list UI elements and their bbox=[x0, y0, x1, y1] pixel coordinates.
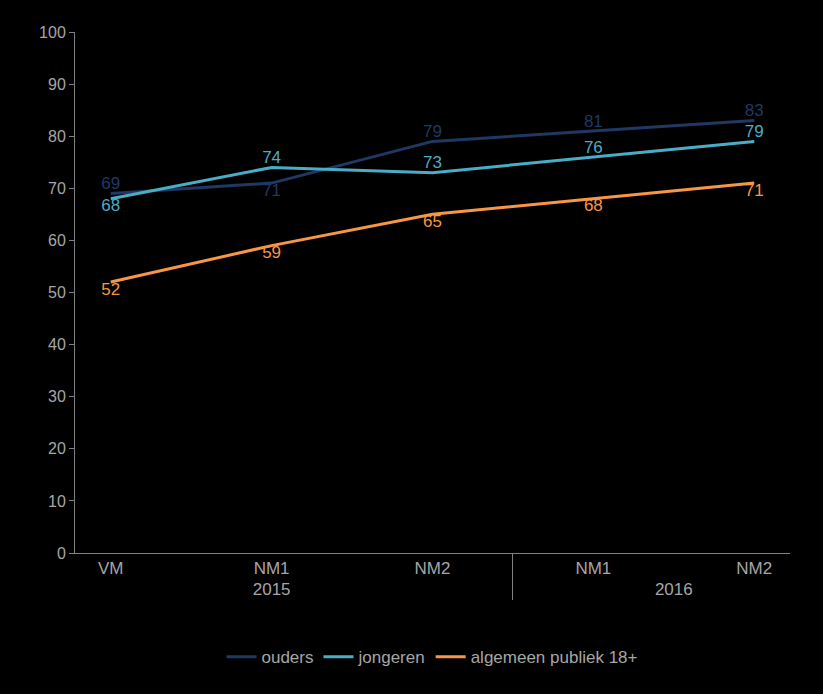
svg-text:65: 65 bbox=[423, 212, 442, 231]
svg-text:2015: 2015 bbox=[253, 580, 291, 599]
svg-text:52: 52 bbox=[101, 280, 120, 299]
svg-text:NM1: NM1 bbox=[575, 559, 611, 578]
svg-text:90: 90 bbox=[48, 76, 66, 93]
svg-text:NM2: NM2 bbox=[415, 559, 451, 578]
svg-text:68: 68 bbox=[584, 196, 603, 215]
svg-text:ouders: ouders bbox=[262, 648, 314, 667]
svg-text:81: 81 bbox=[584, 112, 603, 131]
svg-text:30: 30 bbox=[48, 388, 66, 405]
svg-text:79: 79 bbox=[423, 122, 442, 141]
svg-text:jongeren: jongeren bbox=[357, 648, 424, 667]
svg-text:68: 68 bbox=[101, 196, 120, 215]
svg-text:80: 80 bbox=[48, 128, 66, 145]
svg-text:NM1: NM1 bbox=[254, 559, 290, 578]
svg-text:69: 69 bbox=[101, 174, 120, 193]
svg-text:10: 10 bbox=[48, 493, 66, 510]
svg-text:20: 20 bbox=[48, 440, 66, 457]
svg-text:71: 71 bbox=[745, 181, 764, 200]
svg-text:74: 74 bbox=[262, 148, 281, 167]
svg-text:40: 40 bbox=[48, 336, 66, 353]
svg-text:76: 76 bbox=[584, 138, 603, 157]
svg-text:71: 71 bbox=[262, 181, 281, 200]
svg-text:79: 79 bbox=[745, 122, 764, 141]
svg-text:83: 83 bbox=[745, 101, 764, 120]
svg-text:59: 59 bbox=[262, 243, 281, 262]
svg-text:0: 0 bbox=[57, 545, 66, 562]
svg-text:60: 60 bbox=[48, 232, 66, 249]
svg-text:73: 73 bbox=[423, 153, 442, 172]
svg-text:NM2: NM2 bbox=[736, 559, 772, 578]
svg-text:50: 50 bbox=[48, 284, 66, 301]
svg-text:70: 70 bbox=[48, 180, 66, 197]
svg-text:100: 100 bbox=[39, 24, 66, 41]
svg-text:VM: VM bbox=[98, 559, 124, 578]
svg-text:2016: 2016 bbox=[655, 580, 693, 599]
svg-text:algemeen publiek 18+: algemeen publiek 18+ bbox=[471, 648, 638, 667]
